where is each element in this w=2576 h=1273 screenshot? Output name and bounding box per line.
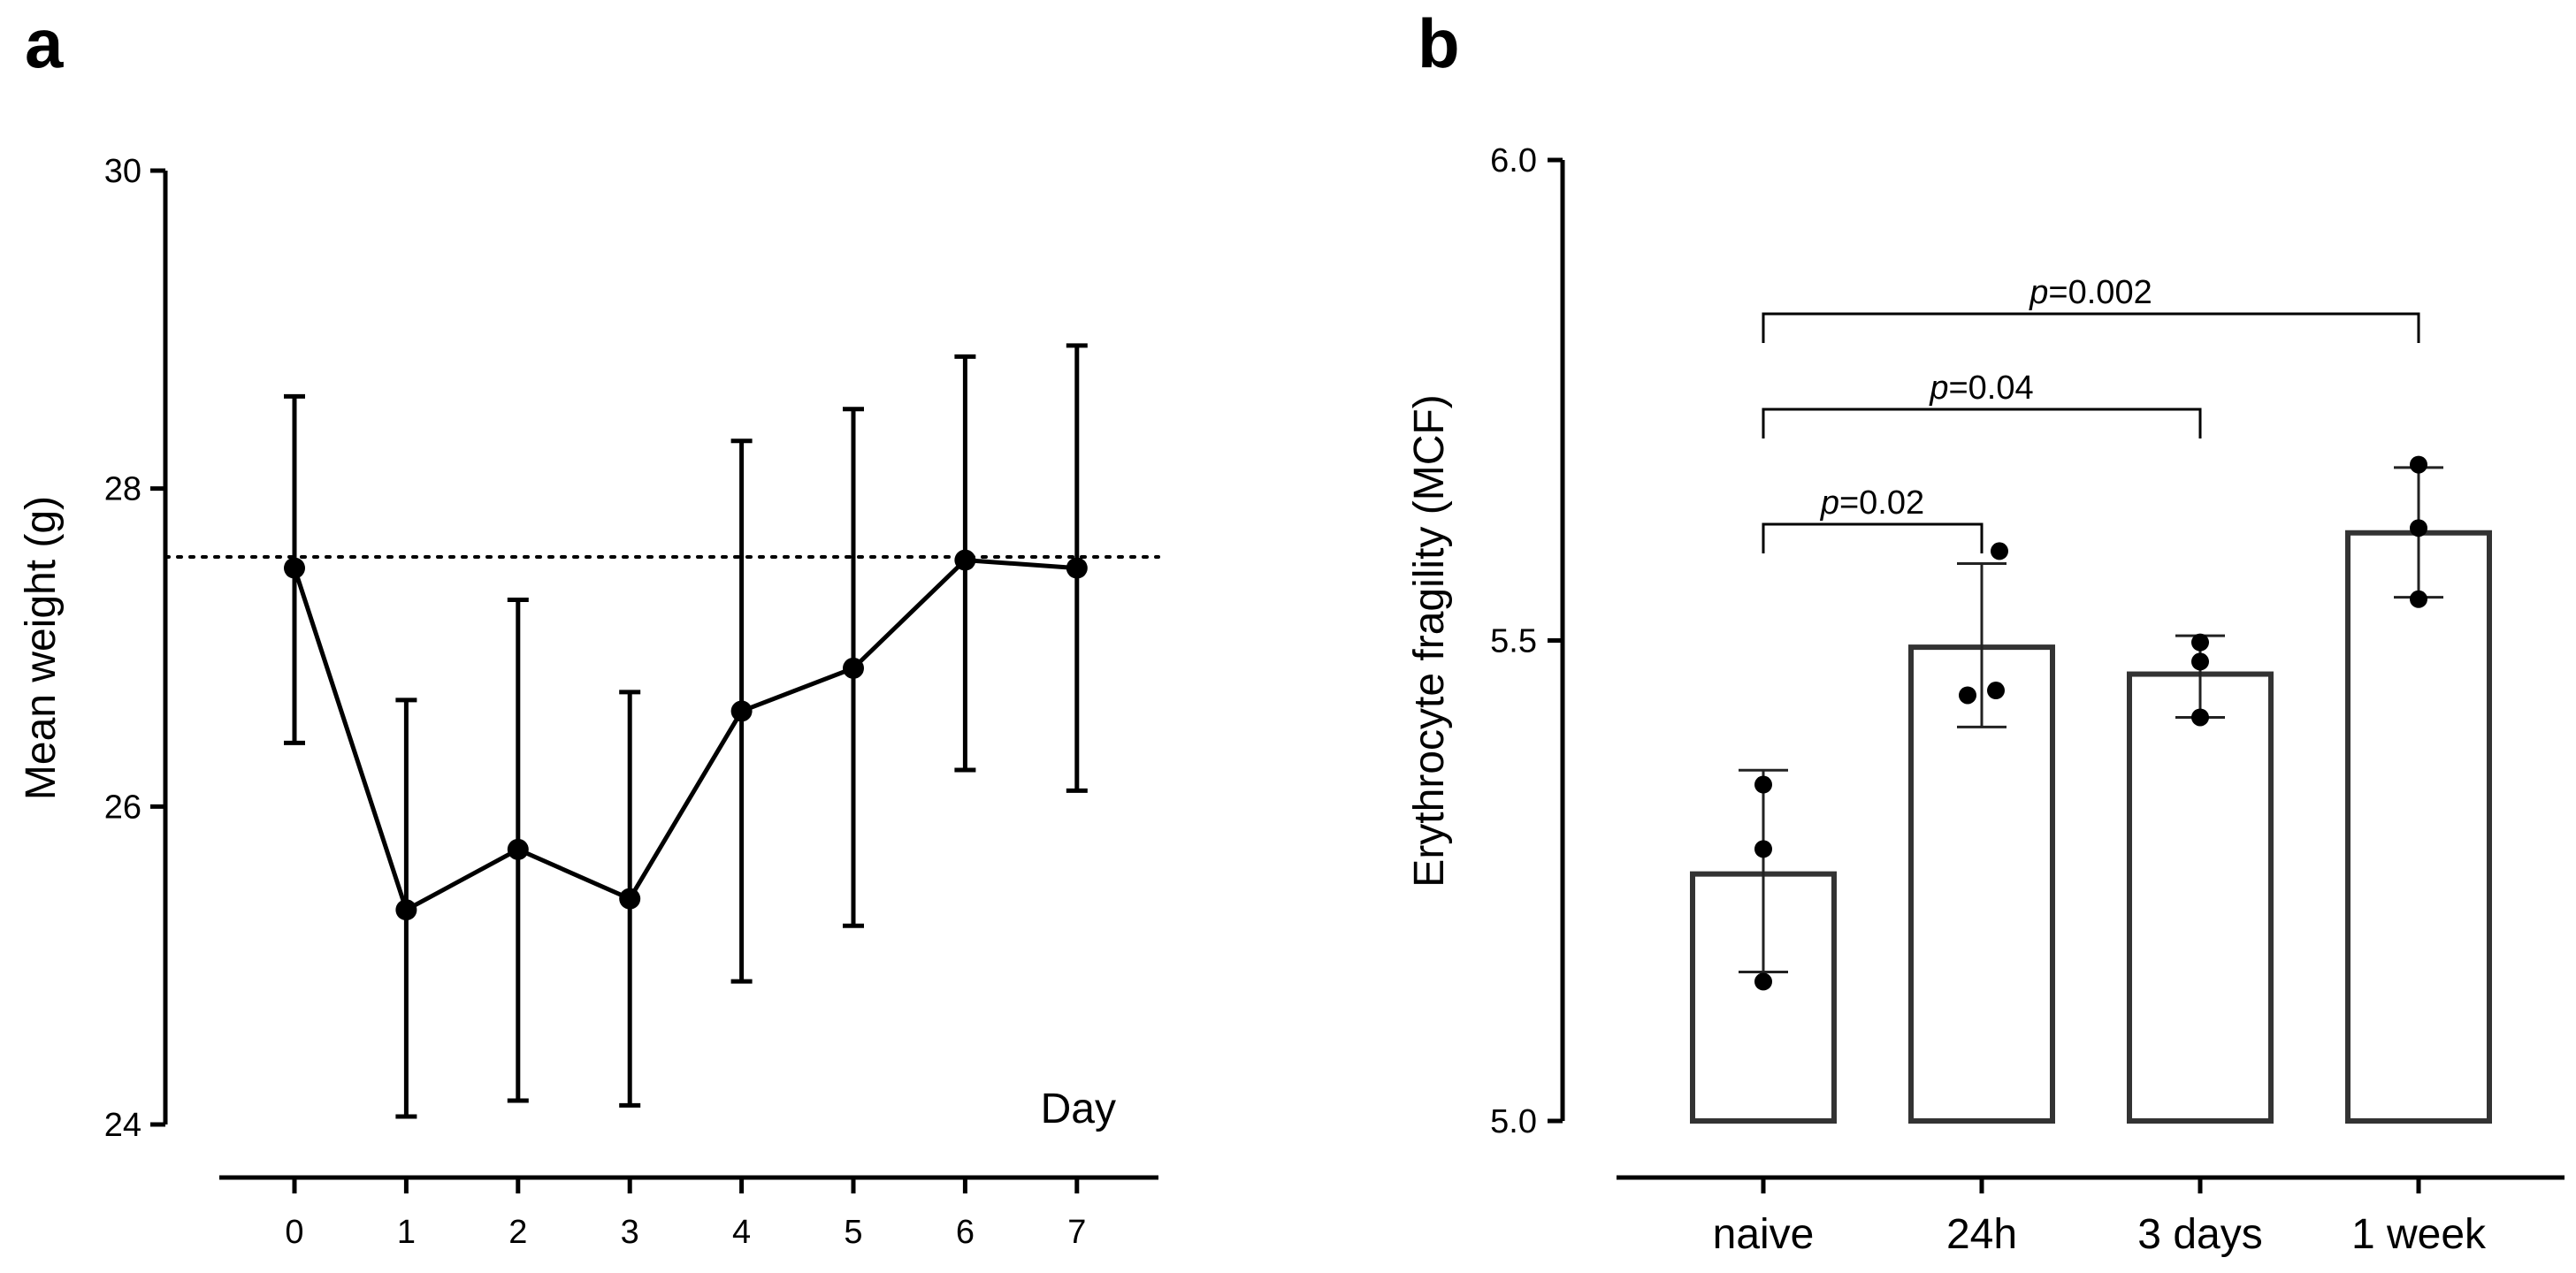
replicate-point [1754,972,1772,991]
replicate-point [2410,519,2427,537]
y-tick-label: 28 [104,471,141,508]
panel-b-error-bars [1739,466,2443,974]
replicate-point [1754,775,1772,794]
panel-b-y-axis-title: Erythrocyte fragility (MCF) [1406,394,1453,887]
y-tick-label: 5.0 [1490,1103,1537,1140]
x-tick-label: 5 [844,1214,862,1251]
panel-b-y-ticks: 5.0 5.5 6.0 [1490,142,1563,1140]
bar [2345,530,2492,1124]
data-point [619,888,641,910]
x-tick-label: 3 days [2137,1211,2262,1258]
replicate-point [2410,590,2427,608]
bar [2127,671,2274,1124]
x-tick-label: 4 [732,1214,751,1251]
panel-a-error-bars [284,343,1088,1119]
panel-b-letter: b [1418,4,1460,82]
p-value-text: =0.002 [2048,274,2152,311]
x-tick-label: 0 [285,1214,303,1251]
p-symbol: p [2029,274,2048,311]
mean-weight-series-line [292,558,1077,912]
panel-a-data-points [284,549,1088,921]
p-value-label: p=0.04 [1929,370,2033,407]
panel-a-x-ticks: 0 1 2 3 4 5 6 7 [285,1178,1086,1251]
data-point [730,700,753,722]
y-tick-label: 30 [104,153,141,190]
p-value-text: =0.02 [1839,484,1924,522]
panel-b-bar-chart: b 5.05.56.0 naive 24h 3 days 1 week p=0.02p… [1406,4,2565,1258]
panel-b-bars [1690,530,2492,1124]
significance-bracket [1762,312,2420,343]
data-point [843,657,864,679]
p-value-label: p=0.02 [1820,484,1924,522]
x-tick-label: 6 [956,1214,975,1251]
replicate-point [1987,682,2005,700]
panel-a-y-axis-title: Mean weight (g) [18,496,65,800]
panel-a-y-ticks: 24 26 28 30 [104,153,165,1144]
y-tick-label: 26 [104,789,141,826]
x-tick-label: 1 week [2351,1211,2487,1258]
data-point [954,549,976,571]
x-tick-label: 1 [397,1214,416,1251]
replicate-point [1754,840,1772,858]
x-tick-label: 7 [1067,1214,1086,1251]
data-point [507,838,529,860]
x-tick-label: 2 [508,1214,527,1251]
y-tick-label: 6.0 [1490,142,1537,179]
x-tick-label: naive [1713,1211,1815,1258]
replicate-point [1991,542,2008,560]
y-tick-label: 24 [104,1107,141,1144]
significance-bracket [1762,408,2202,438]
x-tick-label: 3 [621,1214,639,1251]
significance-bracket [1762,522,1984,553]
p-value-text: =0.04 [1948,370,2033,407]
x-tick-label: 24h [1946,1211,2017,1258]
panel-b-replicate-points [1754,455,2427,991]
panel-a-x-axis-title: Day [1041,1086,1116,1132]
p-symbol: p [1929,370,1948,407]
replicate-point [2410,455,2427,474]
replicate-point [1959,686,1976,705]
data-point [1066,557,1088,579]
p-value-label: p=0.002 [2029,274,2152,311]
data-point [284,557,305,579]
panel-b-significance-brackets: p=0.02p=0.04p=0.002 [1762,274,2420,553]
data-point [395,899,417,921]
p-symbol: p [1820,484,1839,522]
y-tick-label: 5.5 [1490,623,1537,660]
panel-b-x-ticks: naive 24h 3 days 1 week [1713,1178,2487,1258]
replicate-point [2191,652,2209,671]
replicate-point [2191,708,2209,727]
replicate-point [2191,633,2209,652]
panel-a-letter: a [25,4,64,82]
panel-a-line-chart: a 24 26 28 30 0 1 2 3 4 5 6 7 Mean weight (g) Day [18,4,1160,1251]
